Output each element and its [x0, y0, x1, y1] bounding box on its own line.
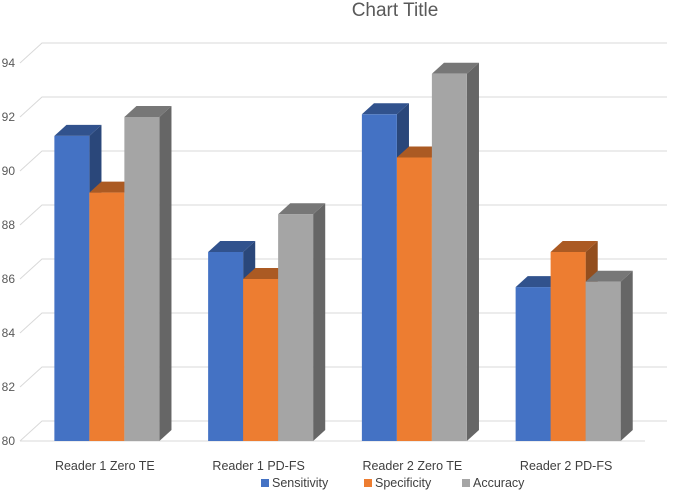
bars — [54, 62, 633, 442]
legend-label: Specificity — [375, 476, 432, 490]
y-axis-ticks: 80 82 84 86 88 90 92 94 — [2, 56, 16, 448]
legend-label: Accuracy — [473, 476, 525, 490]
bar-front — [515, 287, 551, 441]
gridlines — [19, 42, 667, 442]
bar-top — [124, 106, 172, 117]
bar-front — [585, 281, 621, 441]
bar-front — [89, 192, 125, 441]
bar-top — [585, 270, 633, 282]
legend: Sensitivity Specificity Accuracy — [261, 476, 525, 490]
y-tick-label: 80 — [2, 434, 16, 448]
bar-front — [431, 73, 467, 442]
bar-front — [361, 114, 397, 442]
bar-front — [124, 117, 160, 441]
bar-accuracy-0 — [124, 106, 172, 441]
bar-front — [54, 135, 90, 441]
legend-item-sensitivity: Sensitivity — [261, 476, 329, 490]
bar-accuracy-3 — [585, 270, 633, 441]
bar-top — [278, 203, 326, 215]
bar-top — [54, 124, 102, 136]
y-tick-label: 92 — [2, 110, 16, 124]
bar-top — [361, 103, 409, 115]
bar-front — [208, 252, 244, 441]
legend-swatch — [364, 479, 372, 487]
bar-side — [159, 106, 172, 441]
bar-front — [396, 157, 432, 441]
bar-front — [243, 279, 279, 441]
legend-swatch — [261, 479, 269, 487]
y-tick-label: 88 — [2, 218, 16, 232]
y-tick-label: 86 — [2, 272, 16, 286]
x-category-label: Reader 2 Zero TE — [362, 459, 462, 473]
bar-top — [208, 241, 256, 252]
bar-front — [550, 252, 586, 441]
y-tick-label: 82 — [2, 380, 16, 394]
bar-accuracy-2 — [431, 62, 479, 442]
gridline — [19, 150, 667, 172]
y-tick-label: 94 — [2, 56, 16, 70]
bar-front — [278, 214, 314, 441]
bar-top — [431, 62, 479, 74]
bar-side — [313, 203, 326, 441]
x-category-label: Reader 1 PD-FS — [212, 459, 304, 473]
y-tick-label: 90 — [2, 164, 16, 178]
category-labels: Reader 1 Zero TE Reader 1 PD-FS Reader 2 Z… — [55, 459, 612, 473]
bar-side — [620, 270, 633, 441]
legend-swatch — [462, 479, 470, 487]
gridline — [19, 96, 667, 118]
legend-item-specificity: Specificity — [364, 476, 432, 490]
bar-side — [466, 62, 479, 442]
x-category-label: Reader 1 Zero TE — [55, 459, 155, 473]
legend-item-accuracy: Accuracy — [462, 476, 525, 490]
bar-top — [550, 241, 598, 252]
chart-title: Chart Title — [352, 0, 439, 21]
y-tick-label: 84 — [2, 326, 16, 340]
legend-label: Sensitivity — [272, 476, 329, 490]
x-category-label: Reader 2 PD-FS — [520, 459, 612, 473]
gridline — [19, 42, 667, 64]
bar-accuracy-1 — [278, 203, 326, 441]
